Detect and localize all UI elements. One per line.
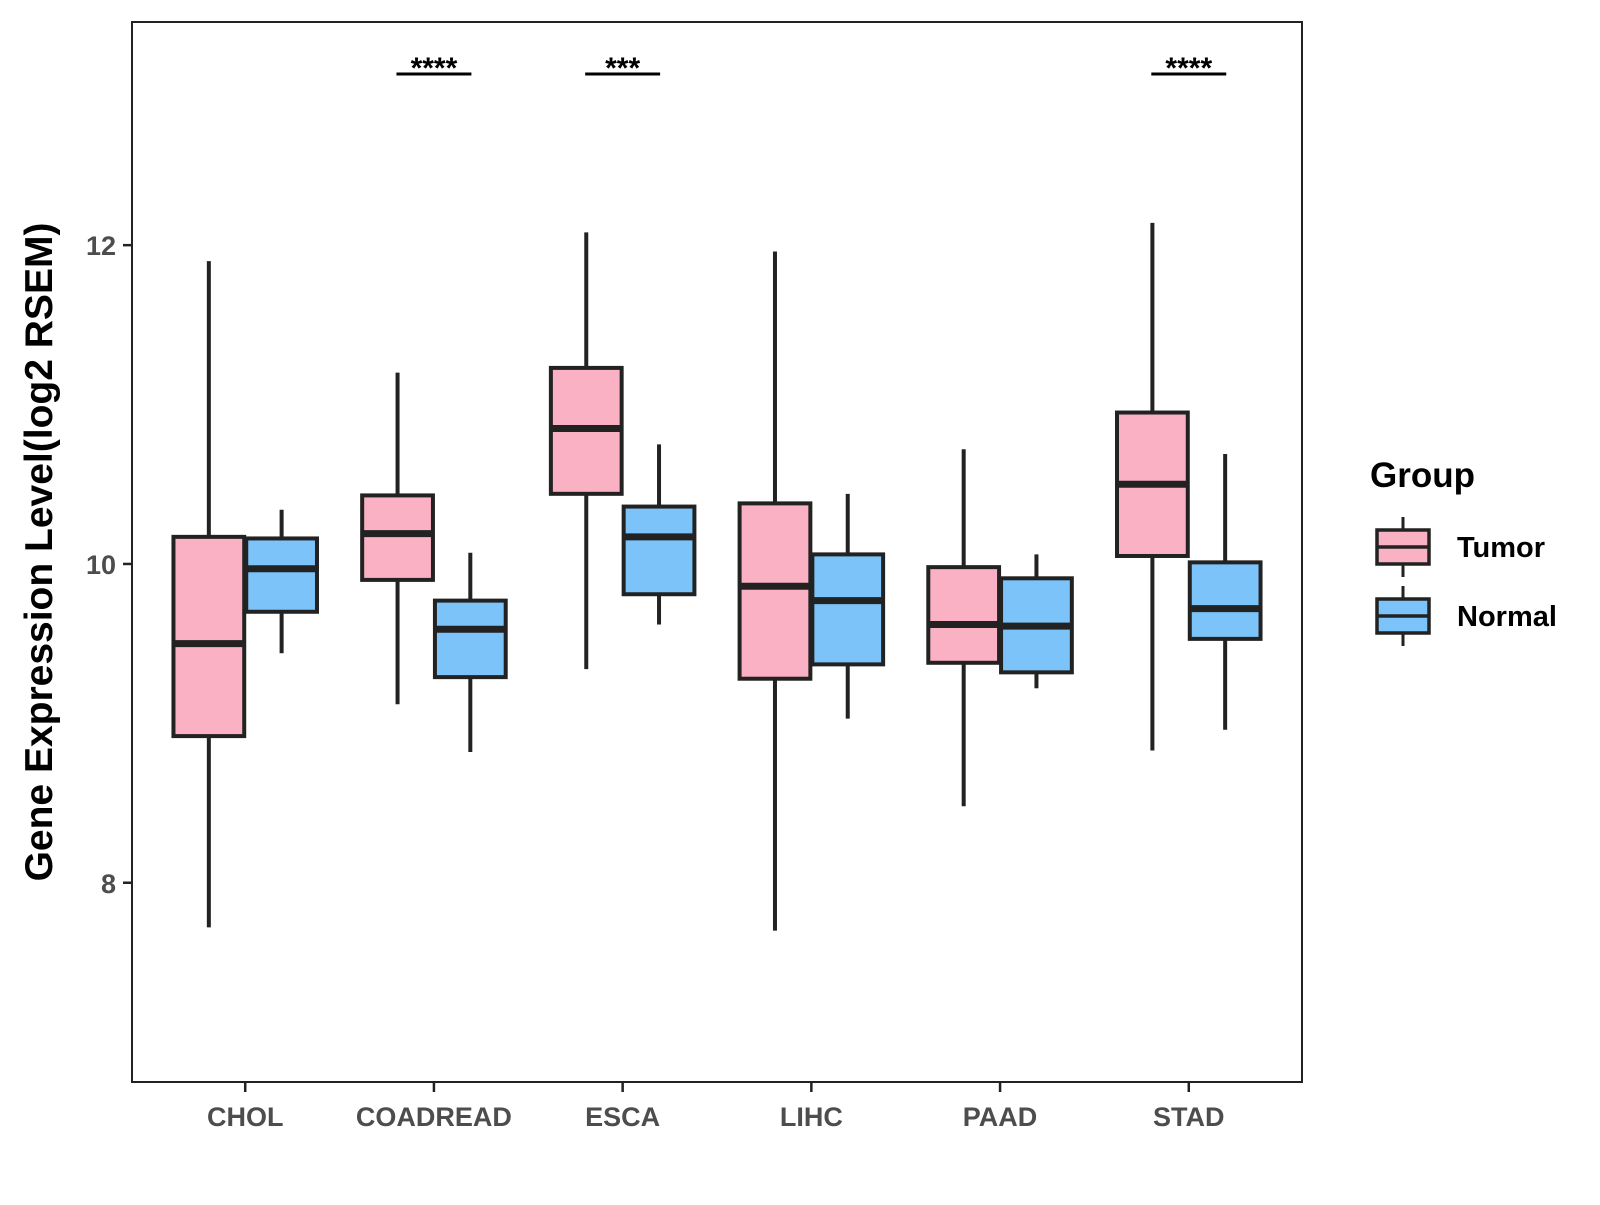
legend-item-tumor: Tumor [1375, 517, 1545, 577]
box-normal-esca [621, 444, 697, 625]
legend-label-tumor: Tumor [1457, 532, 1545, 564]
y-tick-label-12: 12 [86, 231, 116, 261]
box-normal-lihc [810, 493, 886, 719]
plot-panel-border [131, 21, 1303, 1083]
x-tick-label-lihc: LIHC [780, 1102, 843, 1132]
iqr-box-normal-coadread [432, 598, 508, 680]
iqr-box-tumor-chol [171, 534, 247, 739]
box-normal-paad [999, 554, 1074, 689]
significance-label-esca: *** [605, 52, 640, 85]
iqr-box-tumor-lihc [737, 501, 813, 681]
iqr-box-tumor-paad [926, 565, 1002, 665]
x-tick-label-stad: STAD [1153, 1102, 1225, 1132]
x-tick-label-paad: PAAD [963, 1102, 1038, 1132]
iqr-box-normal-chol [244, 536, 319, 614]
iqr-box-normal-stad [1187, 560, 1263, 641]
box-normal-chol [244, 509, 319, 654]
iqr-box-normal-esca [621, 504, 697, 597]
significance-label-coadread: **** [411, 52, 458, 85]
iqr-box-normal-lihc [810, 552, 886, 667]
box-tumor-stad [1115, 222, 1190, 751]
significance-label-stad: **** [1165, 52, 1212, 85]
legend-item-normal: Normal [1375, 586, 1557, 646]
significance-layer: **** *** **** [396, 52, 1227, 85]
box-normal-stad [1187, 453, 1263, 730]
boxes-layer [171, 222, 1263, 931]
x-tick-label-chol: CHOL [207, 1102, 284, 1132]
x-axis: CHOL COADREAD ESCA LIHC PAAD STAD [207, 1082, 1225, 1132]
box-tumor-esca [548, 232, 624, 670]
y-tick-label-8: 8 [101, 869, 116, 899]
iqr-box-tumor-coadread [360, 493, 435, 582]
box-tumor-lihc [737, 251, 813, 931]
y-axis: 8 10 12 [86, 231, 132, 899]
legend-label-normal: Normal [1457, 601, 1557, 633]
x-tick-label-esca: ESCA [585, 1102, 660, 1132]
box-tumor-chol [171, 261, 247, 928]
box-normal-coadread [432, 552, 508, 753]
y-axis-label: Gene Expression Level(log2 RSEM) [18, 223, 61, 882]
legend: Group Tumor Normal [1370, 456, 1557, 646]
legend-title: Group [1370, 456, 1475, 495]
legend-items: Tumor Normal [1375, 517, 1557, 646]
x-tick-label-coadread: COADREAD [356, 1102, 512, 1132]
box-tumor-paad [926, 449, 1002, 807]
y-tick-label-10: 10 [86, 550, 116, 580]
box-tumor-coadread [360, 372, 435, 705]
